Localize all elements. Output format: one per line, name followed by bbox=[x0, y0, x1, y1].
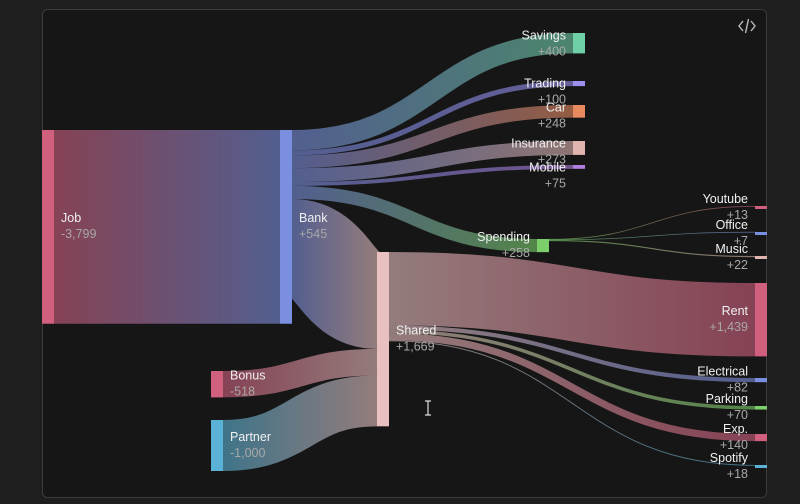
link bbox=[222, 348, 378, 398]
node-value-label: +140 bbox=[720, 438, 748, 452]
node bbox=[573, 141, 585, 155]
node bbox=[573, 165, 585, 169]
node bbox=[755, 256, 767, 259]
node bbox=[755, 206, 767, 209]
node-value-label: +100 bbox=[538, 92, 566, 106]
node-label: Exp. bbox=[723, 422, 748, 436]
node-value-label: +82 bbox=[727, 380, 748, 394]
node-value-label: +22 bbox=[727, 258, 748, 272]
node bbox=[573, 81, 585, 87]
link bbox=[291, 33, 574, 151]
text-cursor bbox=[425, 400, 431, 416]
node-label: Youtube bbox=[703, 192, 748, 206]
link bbox=[388, 329, 756, 410]
link bbox=[291, 185, 538, 253]
link bbox=[284, 199, 385, 349]
link bbox=[548, 240, 756, 258]
code-icon-right bbox=[750, 20, 756, 32]
node bbox=[377, 252, 389, 427]
node bbox=[755, 283, 767, 357]
node-label: Mobile bbox=[529, 160, 566, 174]
node-value-label: +18 bbox=[727, 467, 748, 481]
node-label: Insurance bbox=[511, 136, 566, 150]
link bbox=[291, 141, 574, 183]
node bbox=[573, 105, 585, 118]
node bbox=[573, 33, 585, 54]
node-label: Office bbox=[716, 218, 748, 232]
node-label: Bonus bbox=[230, 369, 265, 383]
link bbox=[388, 325, 756, 383]
node-value-label: +1,439 bbox=[709, 320, 748, 334]
node bbox=[755, 465, 767, 468]
node-label: Car bbox=[546, 100, 566, 114]
code-icon-slash bbox=[744, 18, 750, 34]
node-label: Parking bbox=[706, 392, 748, 406]
node-value-label: +273 bbox=[538, 152, 566, 166]
node-label: Partner bbox=[230, 430, 271, 444]
node-value-label: +400 bbox=[538, 44, 566, 58]
node-label: Spending bbox=[477, 230, 530, 244]
code-icon[interactable] bbox=[738, 18, 756, 34]
node-value-label: +1,669 bbox=[396, 339, 435, 353]
node-label: Trading bbox=[524, 76, 566, 90]
node-label: Music bbox=[715, 242, 748, 256]
node bbox=[755, 434, 767, 442]
links bbox=[54, 33, 756, 471]
node-value-label: +545 bbox=[299, 227, 327, 241]
link bbox=[388, 251, 756, 357]
node bbox=[280, 130, 292, 324]
link bbox=[291, 105, 574, 169]
node-label: Shared bbox=[396, 323, 436, 337]
link bbox=[222, 375, 378, 471]
node-label: Job bbox=[61, 211, 81, 225]
node bbox=[537, 239, 549, 253]
node-value-label: +7 bbox=[734, 234, 748, 248]
cursor bbox=[425, 400, 431, 416]
link bbox=[548, 231, 756, 241]
link bbox=[548, 205, 756, 240]
node bbox=[755, 406, 767, 410]
node-value-label: +70 bbox=[727, 408, 748, 422]
code-icon-left bbox=[738, 20, 744, 32]
node-value-label: +75 bbox=[545, 176, 566, 190]
node-label: Spotify bbox=[710, 451, 749, 465]
node bbox=[42, 130, 54, 324]
node bbox=[211, 420, 223, 471]
node bbox=[211, 371, 223, 398]
link bbox=[291, 165, 574, 186]
node-label: Electrical bbox=[697, 364, 748, 378]
node-label: Savings bbox=[522, 28, 566, 42]
link bbox=[291, 81, 574, 156]
node-value-label: +248 bbox=[538, 116, 566, 130]
node-value-label: -1,000 bbox=[230, 446, 265, 460]
node bbox=[755, 378, 767, 383]
node-value-label: -3,799 bbox=[61, 227, 96, 241]
node bbox=[755, 232, 767, 235]
nodes: Job -3,799 Bank +545 Bonus -518 Partner -1,000 S… bbox=[42, 28, 767, 481]
node-label: Rent bbox=[722, 304, 749, 318]
node-value-label: +258 bbox=[502, 246, 530, 260]
node-label: Bank bbox=[299, 211, 328, 225]
link bbox=[388, 340, 756, 466]
node-value-label: -518 bbox=[230, 385, 255, 399]
node-value-label: +13 bbox=[727, 208, 748, 222]
link bbox=[388, 333, 756, 442]
